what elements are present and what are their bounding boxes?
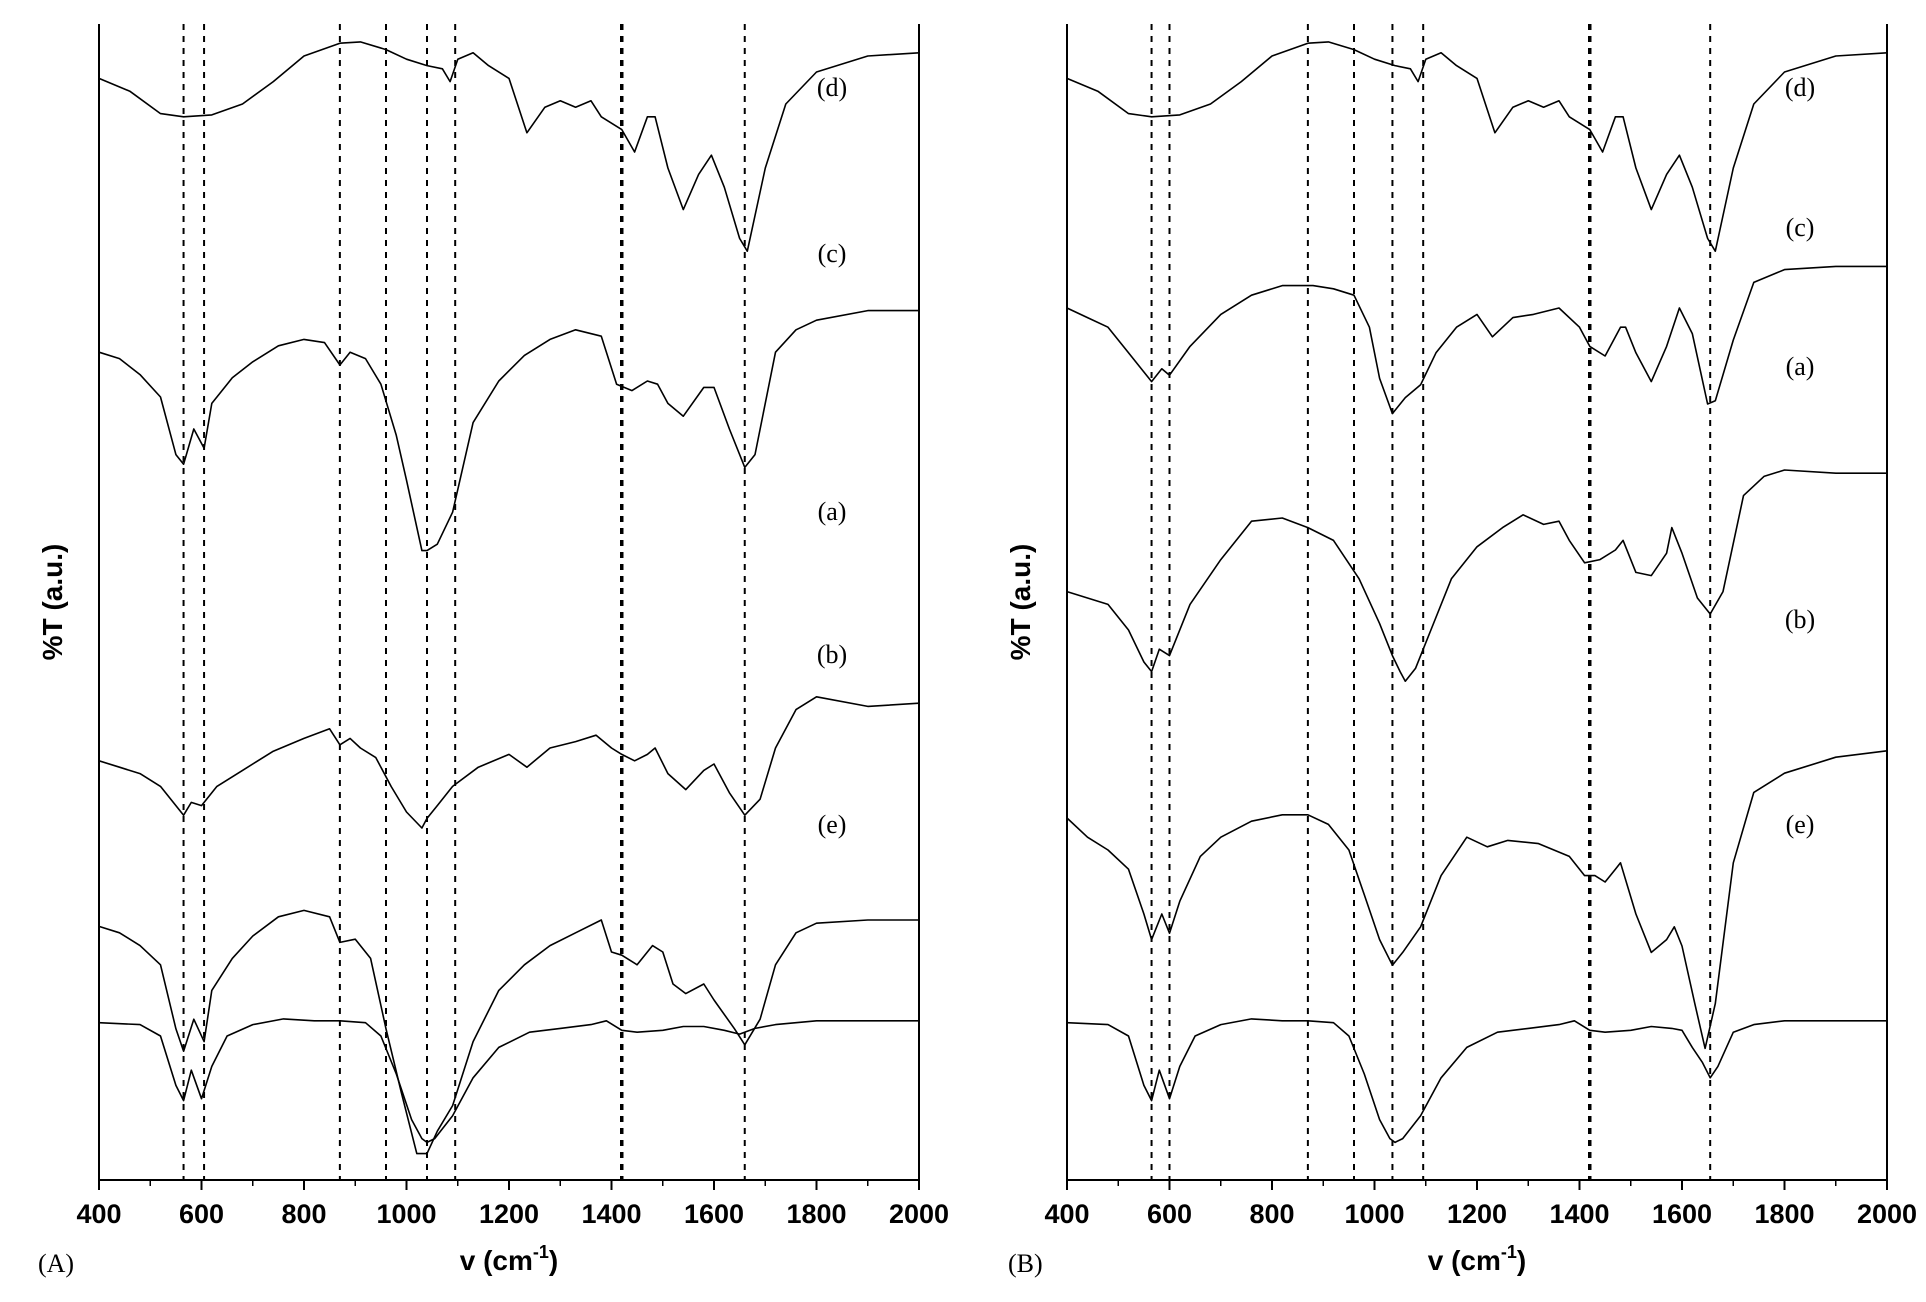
x-axis-label: v (cm-1) xyxy=(1428,1242,1527,1276)
spectrum-c xyxy=(98,309,919,552)
y-axis-label: %T (a.u.) xyxy=(1005,544,1036,661)
x-tick-label-1800: 1800 xyxy=(786,1199,846,1229)
spectrum-e xyxy=(98,1018,919,1144)
x-tick-label-1400: 1400 xyxy=(1549,1199,1609,1229)
x-tick-label-1400: 1400 xyxy=(581,1199,641,1229)
panel-label: (A) xyxy=(38,1249,74,1278)
x-tick-label-1000: 1000 xyxy=(1344,1199,1404,1229)
x-tick-label-400: 400 xyxy=(1044,1199,1089,1229)
x-axis-label: v (cm-1) xyxy=(460,1242,559,1276)
spectrum-a xyxy=(1066,469,1887,682)
x-tick-label-1800: 1800 xyxy=(1754,1199,1814,1229)
series-label-a: (a) xyxy=(818,497,847,526)
x-tick-label-800: 800 xyxy=(281,1199,326,1229)
x-tick-label-1000: 1000 xyxy=(376,1199,436,1229)
spectrum-e xyxy=(1066,1018,1887,1144)
x-tick-label-1200: 1200 xyxy=(479,1199,539,1229)
spectrum-b xyxy=(98,909,919,1155)
spectrum-c xyxy=(1066,265,1887,415)
series-label-e: (e) xyxy=(818,810,847,839)
series-label-c: (c) xyxy=(818,239,847,268)
series-label-e: (e) xyxy=(1786,810,1815,839)
x-tick-label-1600: 1600 xyxy=(684,1199,744,1229)
x-tick-label-400: 400 xyxy=(76,1199,121,1229)
series-label-d: (d) xyxy=(1785,73,1815,102)
x-tick-label-600: 600 xyxy=(179,1199,224,1229)
spectrum-b xyxy=(1066,750,1888,1050)
spectrum-d xyxy=(98,41,920,252)
x-tick-label-2000: 2000 xyxy=(889,1199,949,1229)
x-tick-label-600: 600 xyxy=(1147,1199,1192,1229)
panel-b: 400 600 800 1000 1200 1400 1600 1800 2000 %T (a.u… xyxy=(1005,24,1917,1278)
panel-a: 400 600 800 1000 1200 1400 1600 1800 2000 %T (a.u… xyxy=(37,24,949,1278)
spectrum-a xyxy=(98,696,920,829)
series-label-b: (b) xyxy=(1785,605,1815,634)
series-label-b: (b) xyxy=(817,640,847,669)
x-tick-label-1600: 1600 xyxy=(1652,1199,1712,1229)
series-label-c: (c) xyxy=(1786,213,1815,242)
y-axis-label: %T (a.u.) xyxy=(37,544,68,661)
x-tick-label-2000: 2000 xyxy=(1857,1199,1917,1229)
series-label-a: (a) xyxy=(1786,352,1815,381)
panel-label: (B) xyxy=(1008,1249,1043,1278)
series-label-d: (d) xyxy=(817,73,847,102)
x-tick-label-800: 800 xyxy=(1249,1199,1294,1229)
x-tick-label-1200: 1200 xyxy=(1447,1199,1507,1229)
spectrum-d xyxy=(1066,41,1888,252)
